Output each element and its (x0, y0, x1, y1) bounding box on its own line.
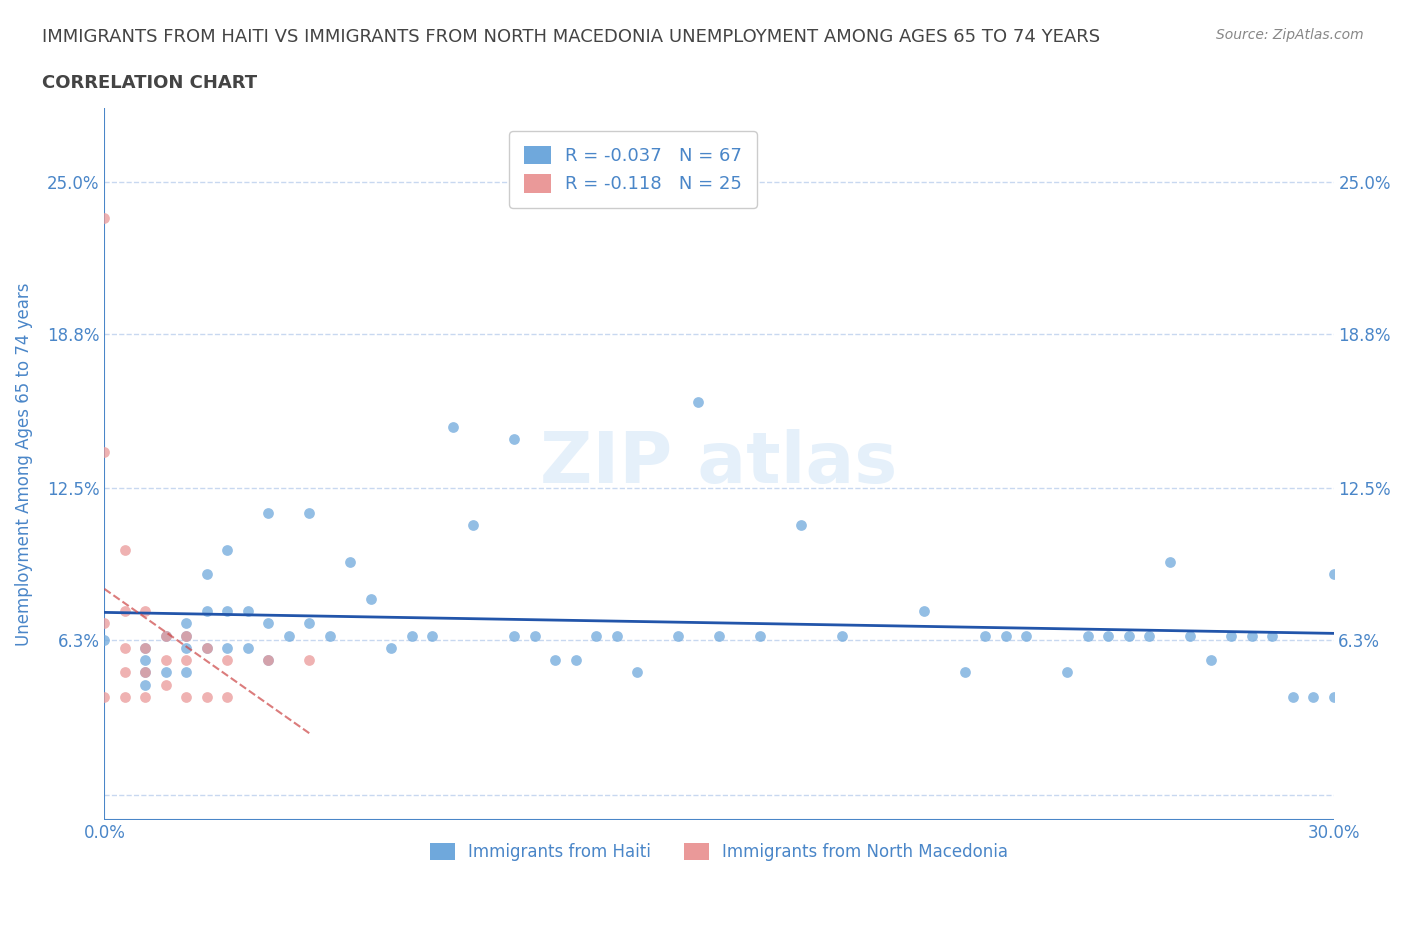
Point (1322, 689, 1344, 704)
Point (666, 628, 689, 643)
Point (688, 395, 710, 410)
Point (93, 689, 115, 704)
Point (195, 604, 218, 618)
Point (176, 628, 198, 643)
Point (1302, 689, 1324, 704)
Point (93, 633, 115, 648)
Point (1077, 628, 1099, 643)
Point (994, 628, 1017, 643)
Point (257, 505, 280, 520)
Point (420, 628, 443, 643)
Point (93, 211, 115, 226)
Point (114, 665, 136, 680)
Point (134, 641, 156, 656)
Point (176, 616, 198, 631)
Point (134, 653, 156, 668)
Point (114, 689, 136, 704)
Text: IMMIGRANTS FROM HAITI VS IMMIGRANTS FROM NORTH MACEDONIA UNEMPLOYMENT AMONG AGES: IMMIGRANTS FROM HAITI VS IMMIGRANTS FROM… (42, 28, 1101, 46)
Point (1159, 554, 1181, 569)
Point (585, 628, 607, 643)
Point (257, 653, 280, 668)
Point (195, 641, 218, 656)
Point (134, 665, 156, 680)
Point (155, 628, 177, 643)
Text: Source: ZipAtlas.com: Source: ZipAtlas.com (1216, 28, 1364, 42)
Point (134, 677, 156, 692)
Point (401, 628, 423, 643)
Point (441, 419, 464, 434)
Point (217, 653, 239, 668)
Point (217, 689, 239, 704)
Point (564, 653, 586, 668)
Point (605, 628, 627, 643)
Point (114, 641, 136, 656)
Point (790, 518, 813, 533)
Point (195, 689, 218, 704)
Point (707, 628, 730, 643)
Point (1015, 628, 1038, 643)
Point (217, 641, 239, 656)
Point (114, 542, 136, 557)
Point (195, 566, 218, 581)
Point (1199, 653, 1222, 668)
Y-axis label: Unemployment Among Ages 65 to 74 years: Unemployment Among Ages 65 to 74 years (15, 282, 32, 645)
Point (176, 628, 198, 643)
Point (380, 641, 402, 656)
Point (134, 641, 156, 656)
Text: CORRELATION CHART: CORRELATION CHART (42, 74, 257, 92)
Point (360, 591, 382, 606)
Point (257, 653, 280, 668)
Point (176, 641, 198, 656)
Point (831, 628, 853, 643)
Point (298, 505, 321, 520)
Point (319, 628, 342, 643)
Point (93, 616, 115, 631)
Point (134, 665, 156, 680)
Point (155, 628, 177, 643)
Point (277, 628, 299, 643)
Legend: Immigrants from Haiti, Immigrants from North Macedonia: Immigrants from Haiti, Immigrants from N… (423, 837, 1015, 868)
Point (461, 518, 484, 533)
Point (298, 616, 321, 631)
Point (523, 628, 546, 643)
Point (236, 641, 259, 656)
Point (298, 653, 321, 668)
Point (544, 653, 567, 668)
Point (503, 432, 526, 446)
Point (195, 641, 218, 656)
Point (236, 604, 259, 618)
Point (1261, 628, 1284, 643)
Point (1137, 628, 1160, 643)
Point (155, 665, 177, 680)
Point (155, 677, 177, 692)
Point (134, 689, 156, 704)
Point (1097, 628, 1119, 643)
Point (176, 653, 198, 668)
Point (1056, 665, 1078, 680)
Point (1220, 628, 1243, 643)
Point (748, 628, 770, 643)
Text: ZIP atlas: ZIP atlas (540, 430, 897, 498)
Point (155, 653, 177, 668)
Point (1178, 628, 1201, 643)
Point (1281, 689, 1303, 704)
Point (339, 554, 361, 569)
Point (134, 604, 156, 618)
Point (93, 444, 115, 458)
Point (974, 628, 997, 643)
Point (257, 616, 280, 631)
Point (1240, 628, 1263, 643)
Point (953, 665, 976, 680)
Point (217, 542, 239, 557)
Point (114, 604, 136, 618)
Point (176, 665, 198, 680)
Point (176, 689, 198, 704)
Point (1322, 566, 1344, 581)
Point (626, 665, 648, 680)
Point (912, 604, 935, 618)
Point (503, 628, 526, 643)
Point (1118, 628, 1140, 643)
Point (217, 604, 239, 618)
